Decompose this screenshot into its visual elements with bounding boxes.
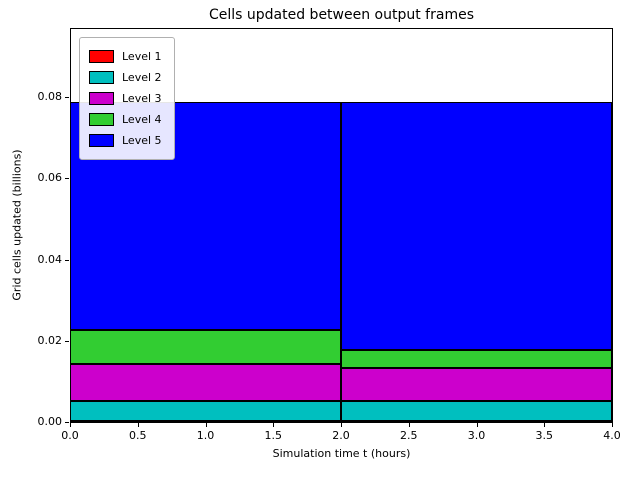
x-tick-label: 0.0 — [61, 429, 79, 442]
x-tick-label: 0.5 — [129, 429, 147, 442]
y-tick — [65, 340, 69, 342]
y-axis-label: Grid cells updated (billions) — [10, 149, 24, 301]
bar-segment — [70, 329, 341, 365]
legend-swatch — [89, 50, 114, 63]
x-tick — [70, 423, 71, 427]
x-tick-label: 3.0 — [467, 429, 486, 442]
legend-item: Level 3 — [89, 89, 162, 108]
legend-swatch — [89, 92, 114, 105]
bar-segment — [341, 368, 612, 401]
chart-title: Cells updated between output frames — [208, 7, 474, 23]
x-tick-label: 1.0 — [196, 429, 215, 442]
x-tick — [408, 423, 410, 427]
bar-segment — [70, 364, 341, 401]
x-tick — [476, 423, 478, 427]
legend-label: Level 2 — [122, 71, 162, 84]
bar-segment — [341, 350, 612, 369]
legend: Level 1 Level 2 Level 3 Level 4 Level 5 — [79, 37, 175, 160]
x-tick — [273, 423, 275, 427]
x-axis-label: Simulation time t (hours) — [272, 447, 411, 460]
y-tick — [65, 97, 69, 99]
x-tick-label: 4.0 — [603, 429, 621, 442]
legend-item: Level 2 — [89, 68, 162, 87]
x-tick-label: 2.0 — [332, 429, 350, 442]
x-tick — [137, 423, 139, 427]
legend-label: Level 3 — [122, 92, 162, 105]
y-tick-label: 0.04 — [37, 252, 63, 266]
legend-swatch — [89, 71, 114, 84]
x-tick — [205, 423, 207, 427]
y-tick — [65, 259, 69, 261]
bar-segment — [341, 102, 612, 351]
legend-label: Level 1 — [122, 50, 162, 63]
y-tick — [65, 422, 69, 423]
x-tick-label: 1.5 — [264, 429, 283, 442]
y-tick — [65, 178, 69, 180]
legend-item: Level 1 — [89, 47, 162, 66]
legend-swatch — [89, 113, 114, 126]
y-tick-label: 0.08 — [37, 90, 63, 104]
x-tick — [341, 423, 342, 427]
y-tick-label: 0.02 — [37, 333, 63, 347]
y-tick-label: 0.00 — [37, 415, 63, 428]
legend-item: Level 5 — [89, 131, 162, 150]
x-tick-label: 2.5 — [400, 429, 418, 442]
x-tick — [612, 423, 613, 427]
x-tick — [544, 423, 546, 427]
bar-segment — [341, 400, 612, 422]
legend-label: Level 5 — [122, 134, 162, 147]
legend-items: Level 1 Level 2 Level 3 Level 4 Level 5 — [89, 47, 162, 150]
legend-item: Level 4 — [89, 110, 162, 129]
legend-swatch — [89, 134, 114, 147]
legend-label: Level 4 — [122, 113, 162, 126]
x-tick-label: 3.5 — [535, 429, 554, 442]
y-tick-label: 0.06 — [37, 171, 63, 185]
